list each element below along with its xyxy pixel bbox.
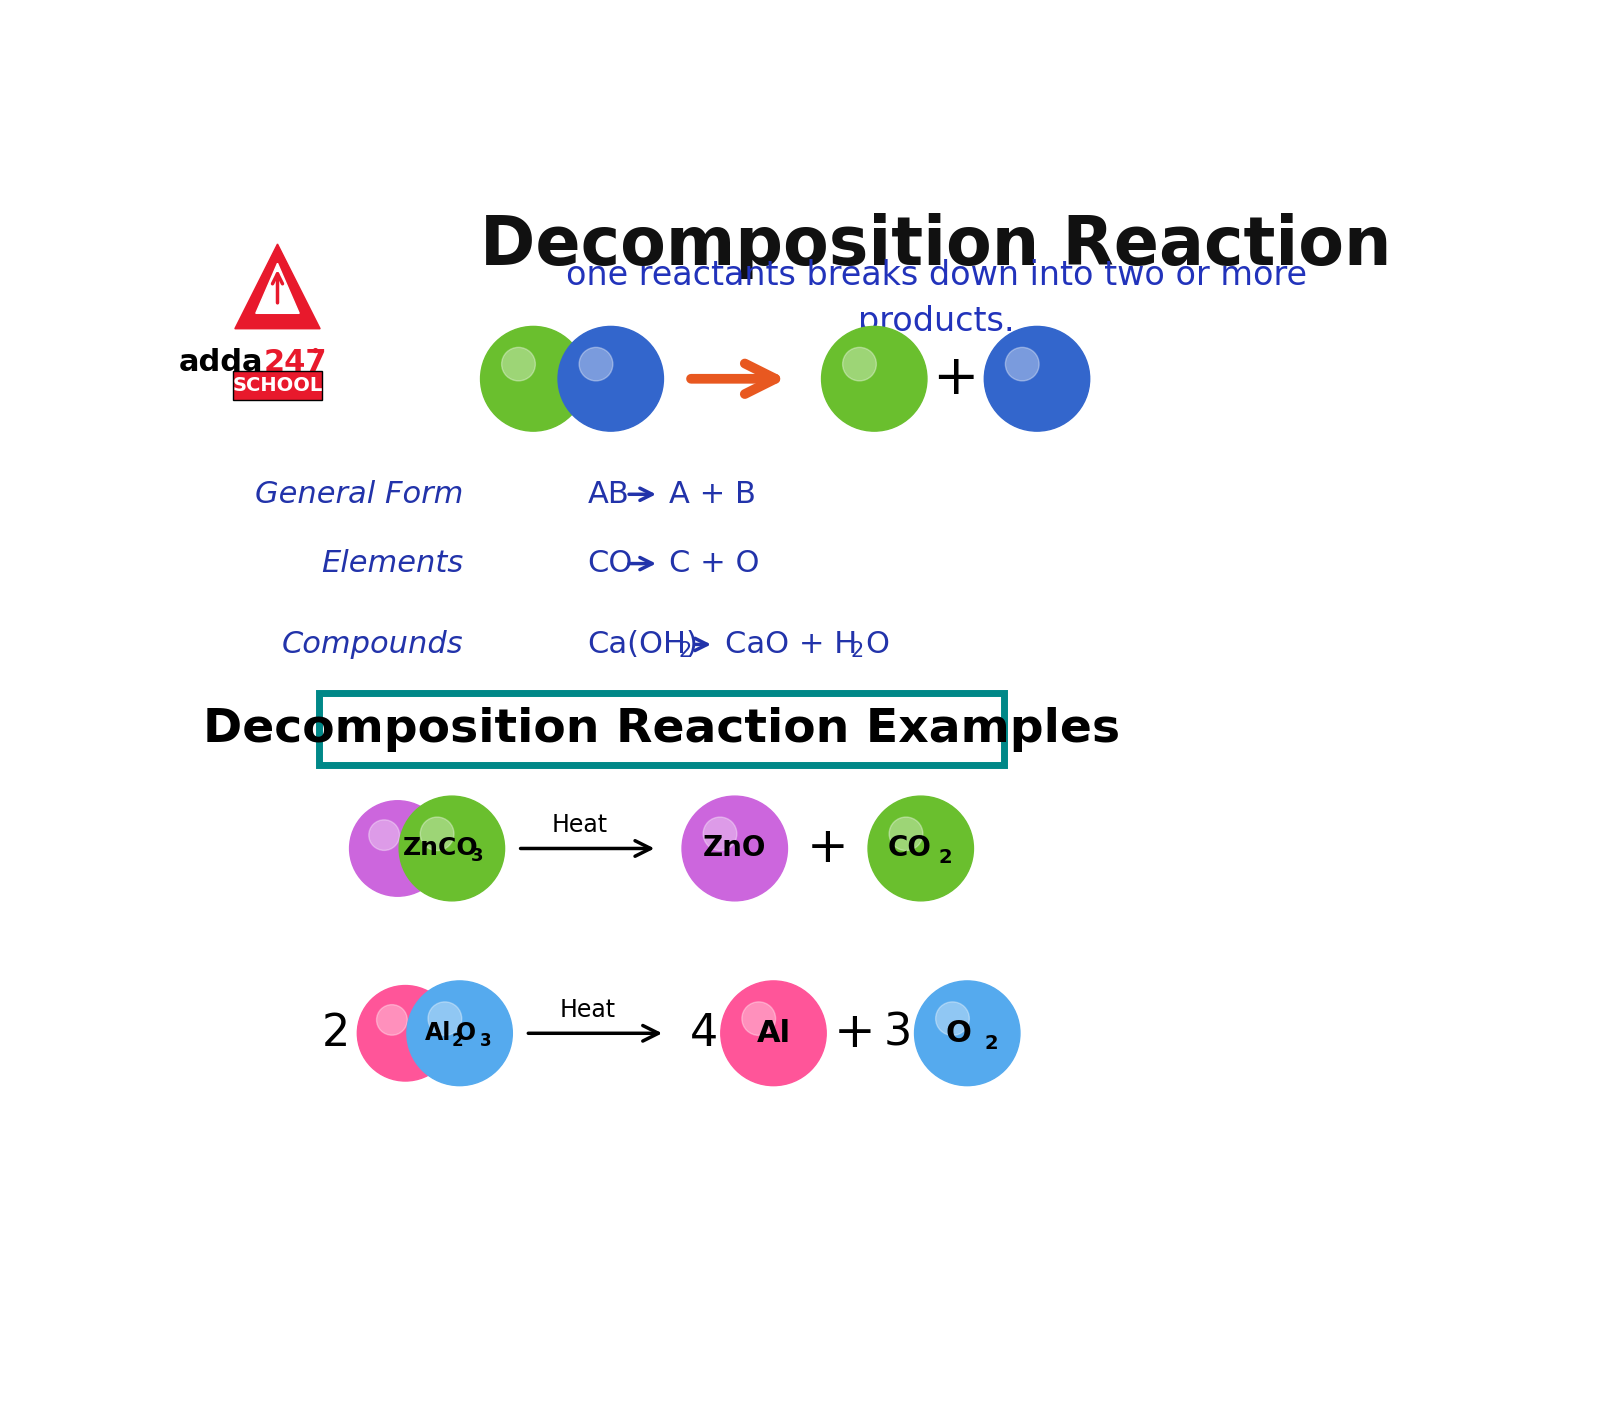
Polygon shape	[235, 244, 320, 329]
Circle shape	[915, 981, 1019, 1085]
Text: 2: 2	[678, 641, 693, 661]
Circle shape	[502, 347, 536, 380]
Text: Elements: Elements	[322, 550, 464, 578]
Circle shape	[936, 1002, 970, 1035]
Polygon shape	[256, 263, 299, 313]
Text: SCHOOL: SCHOOL	[232, 376, 323, 396]
Text: O: O	[866, 629, 890, 659]
Text: 3: 3	[480, 1032, 491, 1049]
Circle shape	[742, 1002, 776, 1035]
Circle shape	[1005, 347, 1038, 380]
Text: ZnCO: ZnCO	[403, 836, 478, 860]
Text: Compounds: Compounds	[282, 629, 464, 659]
Text: 4: 4	[690, 1012, 718, 1055]
Text: 2: 2	[451, 1032, 464, 1049]
Text: 2: 2	[851, 641, 864, 661]
Circle shape	[368, 820, 400, 850]
Text: +: +	[933, 352, 979, 406]
Text: °: °	[310, 346, 318, 365]
Text: 247: 247	[264, 347, 326, 377]
Text: 3: 3	[883, 1012, 912, 1055]
Circle shape	[349, 800, 446, 896]
Circle shape	[398, 796, 504, 901]
Circle shape	[579, 347, 613, 380]
Text: Al: Al	[757, 1018, 790, 1048]
Text: CO: CO	[886, 834, 931, 863]
Text: adda: adda	[179, 347, 264, 377]
Text: Al: Al	[424, 1021, 451, 1045]
Text: ZnO: ZnO	[702, 834, 766, 863]
Circle shape	[357, 985, 453, 1081]
Circle shape	[843, 347, 877, 380]
Text: Ca(OH): Ca(OH)	[587, 629, 698, 659]
Circle shape	[682, 796, 787, 901]
Text: Decomposition Reaction: Decomposition Reaction	[480, 214, 1392, 279]
Text: O: O	[946, 1018, 971, 1048]
Text: General Form: General Form	[254, 480, 464, 508]
Text: O: O	[456, 1021, 475, 1045]
Circle shape	[429, 1002, 462, 1035]
Text: 3: 3	[472, 847, 483, 866]
Text: +: +	[834, 1010, 875, 1057]
Text: A + B: A + B	[669, 480, 755, 508]
Circle shape	[869, 796, 973, 901]
Text: 2: 2	[939, 849, 952, 867]
Text: C + O: C + O	[669, 550, 760, 578]
Text: CO: CO	[587, 550, 634, 578]
Text: one reactants breaks down into two or more
products.: one reactants breaks down into two or mo…	[566, 259, 1307, 339]
Circle shape	[890, 817, 923, 850]
Text: Heat: Heat	[552, 813, 608, 837]
Text: +: +	[806, 824, 848, 873]
Circle shape	[702, 817, 738, 850]
Circle shape	[720, 981, 826, 1085]
Circle shape	[558, 326, 664, 431]
Circle shape	[376, 1005, 408, 1035]
FancyBboxPatch shape	[232, 372, 323, 400]
Circle shape	[406, 981, 512, 1085]
Text: AB: AB	[587, 480, 629, 508]
Text: 2: 2	[984, 1034, 998, 1052]
Circle shape	[480, 326, 586, 431]
Text: Heat: Heat	[560, 998, 616, 1022]
Circle shape	[821, 326, 926, 431]
Text: Decomposition Reaction Examples: Decomposition Reaction Examples	[203, 706, 1120, 752]
FancyBboxPatch shape	[318, 693, 1003, 765]
Circle shape	[984, 326, 1090, 431]
Text: 2: 2	[322, 1012, 350, 1055]
Circle shape	[421, 817, 454, 850]
Text: CaO + H: CaO + H	[725, 629, 858, 659]
